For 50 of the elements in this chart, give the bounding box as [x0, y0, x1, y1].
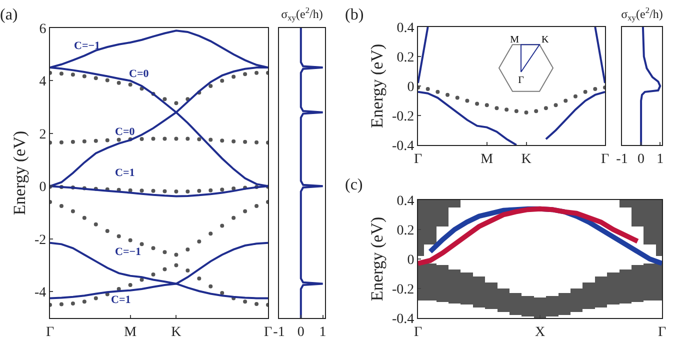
y-tick-label: 2: [39, 127, 46, 142]
x-tick-label: K: [521, 152, 532, 167]
y-tick-label: -0.2: [392, 282, 414, 298]
annotation: C=−1: [74, 40, 100, 52]
y-axis-title: Energy (eV): [368, 216, 387, 302]
y-tick-label: -4: [34, 286, 46, 301]
annotation: Γ: [518, 75, 524, 86]
y-tick-label: 0: [407, 252, 414, 268]
y-tick-label: -0.4: [392, 312, 414, 327]
x-tick-label: X: [534, 324, 546, 340]
annotation: C=0: [129, 68, 150, 80]
x-tick-label: Γ: [414, 152, 422, 167]
chart-title: (b): [345, 6, 364, 24]
x-tick-label: Γ: [46, 324, 54, 340]
y-tick-label: 4: [39, 74, 46, 90]
x-tick-label: -1: [616, 152, 628, 167]
annotation: C=1: [115, 167, 135, 179]
y-axis-title: Energy (eV): [10, 130, 30, 216]
y-tick-label: 0.4: [396, 194, 414, 209]
y-tick-label: -0.4: [392, 138, 414, 154]
x-tick-label: 1: [656, 152, 664, 167]
y-tick-label: -2: [34, 232, 46, 248]
annotation: K: [542, 34, 550, 46]
x-tick-label: M: [124, 324, 138, 340]
chart-title: σ$_{xy}$(e$^{2}$/h): [621, 6, 663, 23]
y-tick-label: 0: [39, 180, 46, 196]
y-axis-title: Energy (eV): [368, 44, 387, 128]
x-tick-label: 1: [319, 324, 326, 340]
x-tick-label: Γ: [414, 324, 422, 340]
annotation: C=0: [115, 126, 136, 138]
annotation: C=1: [111, 294, 131, 306]
x-tick-label: Γ: [600, 152, 610, 167]
chart-title: σ$_{xy}$(e$^{2}$/h): [281, 6, 323, 23]
x-tick-label: K: [171, 324, 182, 340]
x-tick-label: Γ: [264, 324, 272, 340]
x-tick-label: 0: [297, 324, 304, 340]
x-tick-label: M: [480, 152, 494, 167]
y-tick-label: -0.2: [392, 109, 414, 124]
y-tick-label: 0.2: [396, 50, 414, 66]
chart-title: (a): [0, 6, 18, 24]
annotation: M: [510, 34, 520, 46]
x-tick-label: -1: [273, 324, 285, 340]
chart-title: (c): [345, 176, 363, 194]
y-tick-label: 0: [407, 80, 414, 95]
y-tick-label: 0.4: [396, 20, 414, 36]
y-tick-label: 0.2: [396, 223, 414, 238]
x-tick-label: 0: [638, 152, 645, 167]
annotation: C=−1: [115, 246, 141, 258]
x-tick-label: Γ: [658, 324, 666, 340]
y-tick-label: 6: [39, 22, 46, 37]
